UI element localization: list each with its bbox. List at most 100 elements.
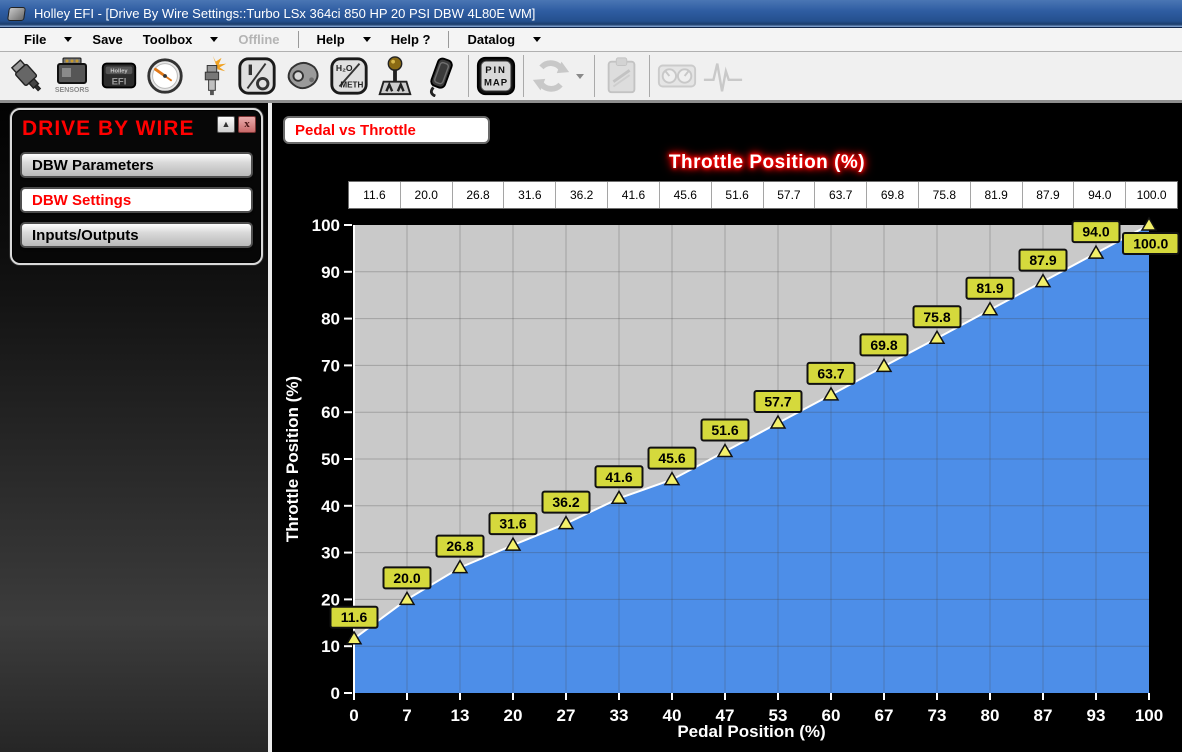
close-panel-button[interactable]: x bbox=[238, 116, 256, 133]
y-tick-label: 20 bbox=[321, 590, 340, 609]
data-point-marker[interactable] bbox=[557, 515, 575, 530]
throttle-value-cell[interactable]: 45.6 bbox=[659, 182, 712, 208]
x-tick-label: 60 bbox=[822, 706, 841, 725]
menu-item-save[interactable]: Save bbox=[82, 28, 132, 51]
data-point-marker[interactable] bbox=[716, 443, 734, 458]
toolbar-button-water-meth[interactable]: H₂O METH bbox=[326, 53, 372, 99]
toolbar-button-gauge[interactable] bbox=[142, 53, 188, 99]
x-tick-label: 20 bbox=[504, 706, 523, 725]
io-icon bbox=[238, 57, 276, 95]
panel-title: DRIVE BY WIRE bbox=[22, 117, 195, 140]
point-value-label: 11.6 bbox=[341, 609, 368, 625]
x-tick-label: 80 bbox=[981, 706, 1000, 725]
tab-pedal-vs-throttle[interactable]: Pedal vs Throttle bbox=[283, 116, 490, 144]
throttle-value-cell[interactable]: 11.6 bbox=[349, 182, 401, 208]
throttle-value-cell[interactable]: 36.2 bbox=[556, 182, 609, 208]
ecu-icon: Holley EFI bbox=[101, 62, 137, 89]
point-value-label-box bbox=[1018, 248, 1068, 272]
data-point-marker[interactable] bbox=[769, 414, 787, 429]
point-value-label-box bbox=[965, 276, 1015, 300]
data-point-marker[interactable] bbox=[610, 489, 628, 505]
point-value-label-box bbox=[594, 465, 644, 489]
toolbar-button-pin-map[interactable]: PIN MAP bbox=[473, 53, 519, 99]
menu-bar: File Save Toolbox Offline Help Help ? Datalog bbox=[0, 28, 1182, 52]
data-point-marker[interactable] bbox=[504, 536, 522, 551]
throttle-value-cell[interactable]: 87.9 bbox=[1022, 182, 1075, 208]
data-point-marker[interactable] bbox=[345, 630, 363, 645]
menu-item-datalog[interactable]: Datalog bbox=[457, 28, 551, 51]
x-tick-label: 93 bbox=[1087, 706, 1106, 725]
throttle-value-cell[interactable]: 20.0 bbox=[400, 182, 453, 208]
toolbar-button-fuel-injector[interactable] bbox=[4, 53, 50, 99]
toolbar-button-shifter[interactable] bbox=[372, 53, 418, 99]
data-point-marker[interactable] bbox=[822, 386, 840, 401]
x-tick-label: 87 bbox=[1034, 706, 1053, 725]
point-value-label: 100.0 bbox=[1133, 236, 1168, 252]
throttle-value-cell[interactable]: 26.8 bbox=[452, 182, 505, 208]
throttle-value-cell[interactable]: 100.0 bbox=[1126, 182, 1177, 208]
data-point-marker[interactable] bbox=[451, 559, 469, 574]
toolbar-button-spark-plug[interactable] bbox=[188, 53, 234, 99]
panel-divider bbox=[268, 103, 272, 752]
data-point-marker[interactable] bbox=[1034, 273, 1052, 288]
toolbar-button-knock-sensor[interactable] bbox=[280, 53, 326, 99]
data-point-marker[interactable] bbox=[663, 471, 681, 486]
toolbar-button-ecu[interactable]: Holley EFI bbox=[96, 53, 142, 99]
toolbar-separator bbox=[468, 55, 469, 97]
throttle-value-cell[interactable]: 51.6 bbox=[711, 182, 764, 208]
throttle-value-cell[interactable]: 94.0 bbox=[1074, 182, 1127, 208]
gauge-icon bbox=[147, 58, 183, 94]
chart-panel: 0 10 20 30 40 50 60 70 80 90 100 0 7 13 20 27 33 40 47 53 60… bbox=[272, 103, 1182, 752]
toolbar-button-pulse bbox=[700, 53, 746, 99]
point-value-label: 75.8 bbox=[923, 309, 950, 325]
throttle-value-cell[interactable]: 41.6 bbox=[608, 182, 660, 208]
menu-item-file[interactable]: File bbox=[14, 28, 82, 51]
throttle-value-cell[interactable]: 63.7 bbox=[815, 182, 868, 208]
x-tick-label: 13 bbox=[451, 706, 470, 725]
menu-item-help[interactable]: Help ? bbox=[381, 28, 441, 51]
data-point-marker[interactable] bbox=[1087, 244, 1105, 259]
sidebar-item-inputs-outputs[interactable]: Inputs/Outputs bbox=[20, 222, 253, 248]
data-point-marker[interactable] bbox=[981, 301, 999, 316]
x-tick-label: 47 bbox=[716, 706, 735, 725]
fuel-injector-icon bbox=[10, 59, 42, 92]
point-value-label: 31.6 bbox=[499, 516, 526, 532]
menu-item-help[interactable]: Help bbox=[307, 28, 381, 51]
svg-text:MAP: MAP bbox=[484, 78, 508, 89]
data-point-marker[interactable] bbox=[928, 329, 946, 345]
toolbar-button-pedal[interactable] bbox=[418, 53, 464, 99]
data-point-marker[interactable] bbox=[875, 357, 893, 373]
shifter-icon bbox=[378, 56, 412, 96]
pedal-throttle-chart: 0 10 20 30 40 50 60 70 80 90 100 0 7 13 20 27 33 40 47 53 60… bbox=[283, 216, 1180, 741]
point-value-label-box bbox=[488, 512, 538, 536]
y-tick-label: 100 bbox=[312, 216, 340, 235]
point-value-label-box bbox=[1122, 232, 1180, 255]
throttle-value-cell[interactable]: 31.6 bbox=[504, 182, 557, 208]
throttle-value-cell[interactable]: 57.7 bbox=[763, 182, 816, 208]
point-value-label: 57.7 bbox=[764, 393, 791, 409]
y-tick-label: 10 bbox=[321, 637, 340, 656]
throttle-value-cell[interactable]: 75.8 bbox=[918, 182, 971, 208]
drive-by-wire-header: DRIVE BY WIRE ▲ x bbox=[12, 110, 261, 150]
spark-plug-icon bbox=[204, 55, 227, 96]
data-point-marker[interactable] bbox=[1140, 216, 1158, 231]
point-value-label: 45.6 bbox=[658, 450, 685, 466]
sidebar-item-dbw-parameters[interactable]: DBW Parameters bbox=[20, 152, 253, 178]
x-tick-label: 40 bbox=[663, 706, 682, 725]
svg-text:H₂O: H₂O bbox=[336, 63, 353, 73]
water-meth-icon: H₂O METH bbox=[330, 57, 368, 95]
data-point-marker[interactable] bbox=[398, 590, 416, 606]
toolbar-button-sensors[interactable]: SENSORS bbox=[50, 53, 96, 99]
y-tick-label: 0 bbox=[331, 684, 340, 703]
point-value-label-box bbox=[435, 534, 485, 558]
collapse-panel-button[interactable]: ▲ bbox=[217, 116, 235, 133]
x-axis-title: Pedal Position (%) bbox=[677, 722, 825, 741]
menu-item-toolbox[interactable]: Toolbox bbox=[133, 28, 229, 51]
toolbar-button-io[interactable] bbox=[234, 53, 280, 99]
throttle-value-cell[interactable]: 81.9 bbox=[970, 182, 1023, 208]
menu-separator bbox=[297, 31, 299, 48]
throttle-value-cell[interactable]: 69.8 bbox=[867, 182, 919, 208]
sensors-icon: SENSORS bbox=[55, 57, 89, 94]
y-tick-label: 30 bbox=[321, 544, 340, 563]
sidebar-item-dbw-settings[interactable]: DBW Settings bbox=[20, 187, 253, 213]
